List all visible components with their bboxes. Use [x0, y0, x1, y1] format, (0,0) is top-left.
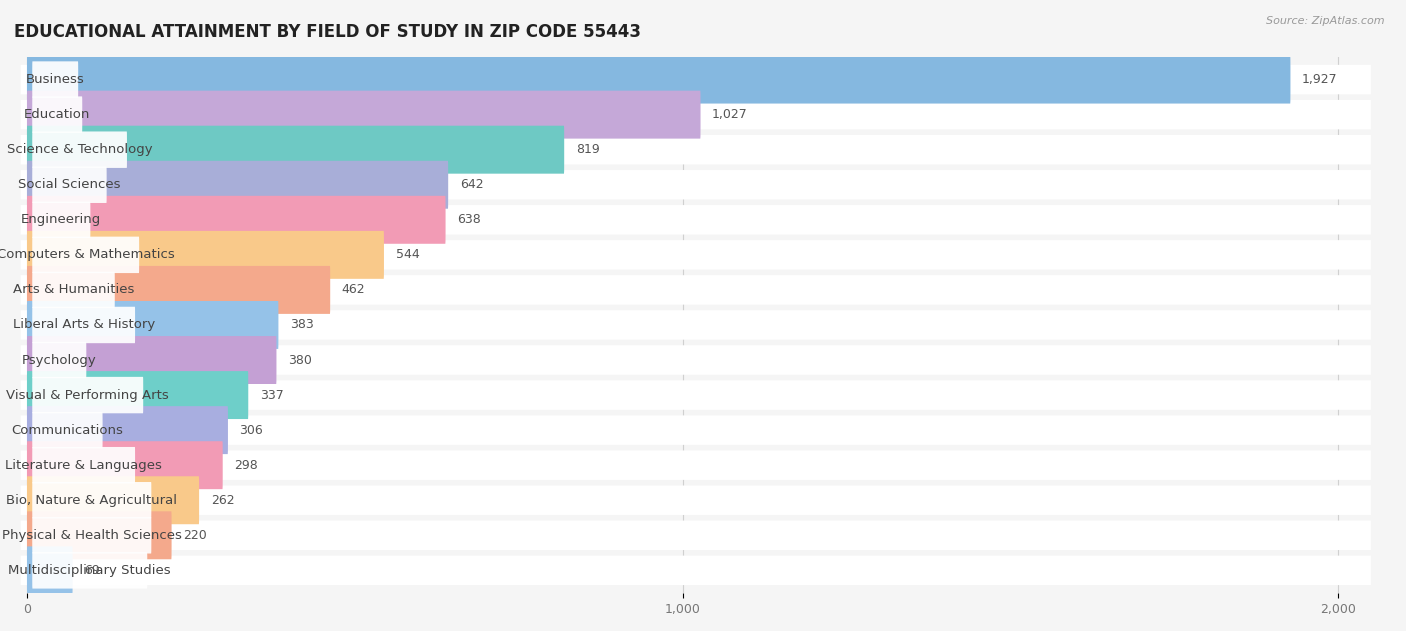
FancyBboxPatch shape: [32, 412, 103, 449]
Text: Engineering: Engineering: [21, 213, 101, 227]
FancyBboxPatch shape: [27, 546, 73, 594]
FancyBboxPatch shape: [32, 237, 139, 273]
Text: Literature & Languages: Literature & Languages: [6, 459, 162, 472]
FancyBboxPatch shape: [32, 167, 107, 203]
FancyBboxPatch shape: [21, 310, 1371, 339]
FancyBboxPatch shape: [27, 336, 277, 384]
Text: Multidisciplinary Studies: Multidisciplinary Studies: [8, 564, 172, 577]
FancyBboxPatch shape: [32, 517, 152, 553]
FancyBboxPatch shape: [27, 196, 446, 244]
FancyBboxPatch shape: [27, 91, 700, 139]
Text: 462: 462: [342, 283, 366, 297]
FancyBboxPatch shape: [21, 345, 1371, 375]
FancyBboxPatch shape: [21, 521, 1371, 550]
FancyBboxPatch shape: [32, 61, 79, 98]
Text: 380: 380: [288, 353, 312, 367]
FancyBboxPatch shape: [21, 65, 1371, 94]
FancyBboxPatch shape: [21, 556, 1371, 585]
FancyBboxPatch shape: [21, 170, 1371, 199]
FancyBboxPatch shape: [27, 231, 384, 279]
Text: Arts & Humanities: Arts & Humanities: [13, 283, 134, 297]
FancyBboxPatch shape: [32, 131, 127, 168]
FancyBboxPatch shape: [27, 56, 1291, 103]
FancyBboxPatch shape: [21, 451, 1371, 480]
Text: 642: 642: [460, 178, 484, 191]
Text: 220: 220: [183, 529, 207, 542]
FancyBboxPatch shape: [21, 205, 1371, 235]
FancyBboxPatch shape: [27, 371, 249, 419]
FancyBboxPatch shape: [32, 482, 152, 519]
Text: Science & Technology: Science & Technology: [7, 143, 152, 156]
Text: Bio, Nature & Agricultural: Bio, Nature & Agricultural: [6, 493, 177, 507]
Text: 1,027: 1,027: [711, 108, 748, 121]
Text: EDUCATIONAL ATTAINMENT BY FIELD OF STUDY IN ZIP CODE 55443: EDUCATIONAL ATTAINMENT BY FIELD OF STUDY…: [14, 23, 641, 42]
Text: Liberal Arts & History: Liberal Arts & History: [13, 319, 155, 331]
Text: Computers & Mathematics: Computers & Mathematics: [0, 249, 174, 261]
FancyBboxPatch shape: [27, 126, 564, 174]
FancyBboxPatch shape: [32, 552, 148, 589]
FancyBboxPatch shape: [21, 485, 1371, 515]
Text: 383: 383: [290, 319, 314, 331]
Text: Visual & Performing Arts: Visual & Performing Arts: [7, 389, 169, 401]
Text: Business: Business: [25, 73, 84, 86]
Text: Social Sciences: Social Sciences: [18, 178, 121, 191]
FancyBboxPatch shape: [27, 406, 228, 454]
FancyBboxPatch shape: [27, 161, 449, 209]
Text: 1,927: 1,927: [1302, 73, 1337, 86]
Text: Source: ZipAtlas.com: Source: ZipAtlas.com: [1267, 16, 1385, 26]
Text: Communications: Communications: [11, 423, 124, 437]
Text: 819: 819: [576, 143, 599, 156]
Text: 306: 306: [239, 423, 263, 437]
Text: 544: 544: [395, 249, 419, 261]
Text: Education: Education: [24, 108, 90, 121]
Text: 262: 262: [211, 493, 235, 507]
Text: Physical & Health Sciences: Physical & Health Sciences: [1, 529, 181, 542]
Text: 638: 638: [457, 213, 481, 227]
FancyBboxPatch shape: [32, 201, 90, 238]
FancyBboxPatch shape: [21, 100, 1371, 129]
FancyBboxPatch shape: [32, 447, 135, 483]
FancyBboxPatch shape: [32, 307, 135, 343]
FancyBboxPatch shape: [32, 377, 143, 413]
Text: 337: 337: [260, 389, 284, 401]
FancyBboxPatch shape: [32, 342, 86, 378]
FancyBboxPatch shape: [32, 272, 115, 308]
FancyBboxPatch shape: [27, 441, 222, 489]
FancyBboxPatch shape: [21, 275, 1371, 305]
FancyBboxPatch shape: [21, 240, 1371, 269]
FancyBboxPatch shape: [27, 301, 278, 349]
Text: Psychology: Psychology: [22, 353, 97, 367]
Text: 69: 69: [84, 564, 100, 577]
FancyBboxPatch shape: [27, 266, 330, 314]
Text: 298: 298: [235, 459, 259, 472]
FancyBboxPatch shape: [27, 476, 200, 524]
FancyBboxPatch shape: [32, 97, 83, 133]
FancyBboxPatch shape: [27, 511, 172, 559]
FancyBboxPatch shape: [21, 415, 1371, 445]
FancyBboxPatch shape: [21, 135, 1371, 165]
FancyBboxPatch shape: [21, 380, 1371, 410]
